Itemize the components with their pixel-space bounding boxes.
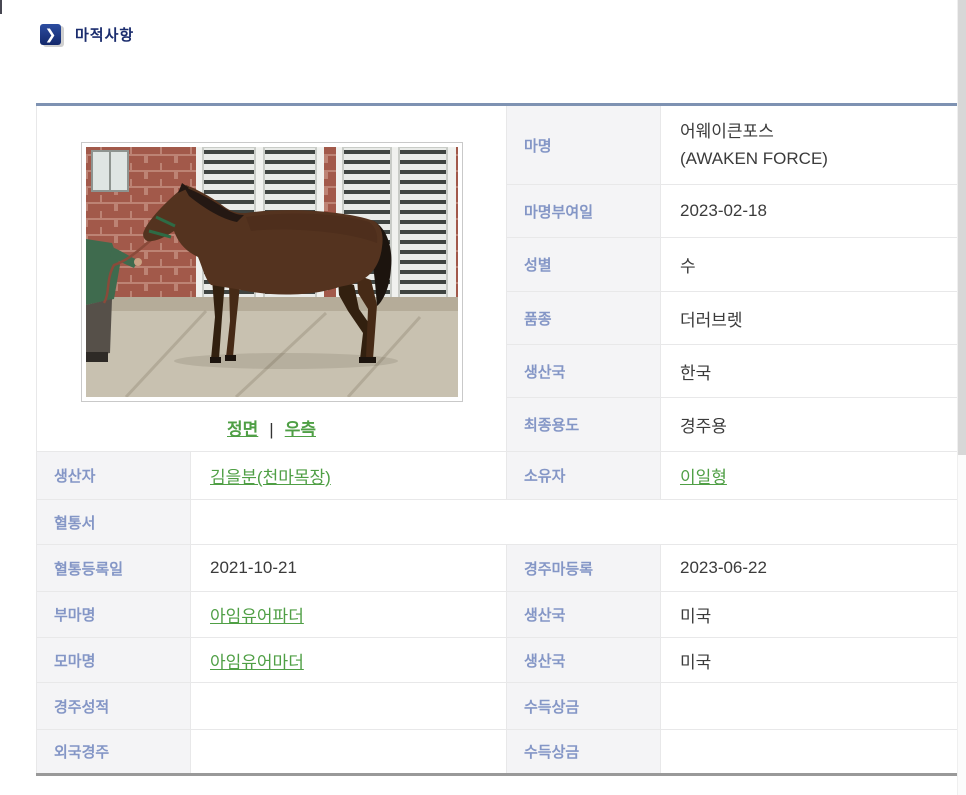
field-label-pedigree: 혈통서 [36,499,191,545]
field-value-name-date: 2023-02-18 [660,184,966,238]
field-label-foreign-race: 외국경주 [36,729,191,775]
field-value-sex: 수 [660,237,966,292]
scrollbar-thumb[interactable] [958,0,966,455]
field-value-sire: 아임유어파더 [190,591,507,638]
field-value-sire-country: 미국 [660,591,966,638]
field-value-foreign-race [190,729,507,775]
sire-link[interactable]: 아임유어파더 [210,607,304,626]
field-label-breeder: 생산자 [36,451,191,500]
photo-right-side-link[interactable]: 우측 [284,420,316,439]
field-value-race-reg: 2023-06-22 [660,544,966,592]
field-label-owner: 소유자 [506,451,661,500]
page-edge-artifact [0,0,2,14]
horse-photo [80,142,463,402]
horse-photo-image [85,146,458,399]
owner-link[interactable]: 이일형 [680,468,727,487]
field-value-dam: 아임유어마더 [190,637,507,683]
field-label-sex: 성별 [506,237,661,292]
field-label-dam-country: 생산국 [506,637,661,683]
field-value-dam-country: 미국 [660,637,966,683]
breeder-link[interactable]: 김을분(천마목장) [210,468,331,487]
field-label-sire: 부마명 [36,591,191,638]
field-label-prize: 수득상금 [506,682,661,730]
page-title: 마적사항 [75,27,135,44]
field-value-breed: 더러브렛 [660,291,966,345]
field-label-birth-country: 생산국 [506,344,661,398]
field-label-race-record: 경주성적 [36,682,191,730]
vertical-scrollbar[interactable] [957,0,966,795]
field-label-purpose: 최종용도 [506,397,661,452]
field-value-purpose: 경주용 [660,397,966,452]
section-header: ❯ 마적사항 [40,24,134,45]
field-value-owner: 이일형 [660,451,966,500]
field-label-foreign-prize: 수득상금 [506,729,661,775]
field-label-pedigree-reg: 혈통등록일 [36,544,191,592]
field-label-name-date: 마명부여일 [506,184,661,238]
field-value-breeder: 김을분(천마목장) [190,451,507,500]
field-value-pedigree-reg: 2021-10-21 [190,544,507,592]
field-label-breed: 품종 [506,291,661,345]
photo-view-links: 정면 | 우측 [37,415,506,440]
field-label-dam: 모마명 [36,637,191,683]
field-label-race-reg: 경주마등록 [506,544,661,592]
field-value-horse-name: 어웨이큰포스 (AWAKEN FORCE) [660,104,966,185]
horse-info-table: 정면 | 우측 마명 어웨이큰포스 (AWAKEN FORCE) 마명부여일 202… [36,103,966,776]
horse-name-en: (AWAKEN FORCE) [680,149,828,168]
field-value-pedigree [190,499,966,545]
field-value-birth-country: 한국 [660,344,966,398]
field-value-prize [660,682,966,730]
dam-link[interactable]: 아임유어마더 [210,652,304,672]
arrow-right-icon: ❯ [40,24,61,45]
field-value-race-record [190,682,507,730]
field-label-horse-name: 마명 [506,104,661,185]
horse-photo-cell: 정면 | 우측 [36,104,507,452]
photo-front-link[interactable]: 정면 [227,420,259,439]
photo-link-separator: | [269,420,274,439]
field-value-foreign-prize [660,729,966,775]
horse-name-kr: 어웨이큰포스 [680,122,774,141]
field-label-sire-country: 생산국 [506,591,661,638]
